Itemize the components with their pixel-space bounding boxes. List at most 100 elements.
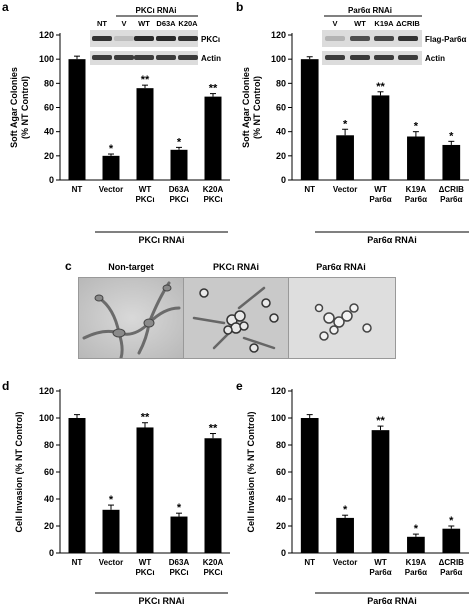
significance-a-2: ** — [141, 74, 150, 86]
significance-e-4: * — [449, 515, 454, 527]
blot-band-actin — [325, 55, 345, 60]
y-axis-label-e: Cell Invasion (% NT Control) — [246, 411, 256, 532]
y-axis-label-d: Cell Invasion (% NT Control) — [14, 411, 24, 532]
blot-band-actin — [178, 55, 198, 60]
blot-lane-label: WT — [138, 19, 150, 28]
category-label-b-0: NT — [304, 185, 315, 194]
blot-band-actin — [156, 55, 176, 60]
bar-b-1 — [336, 135, 354, 180]
y-tick-label-b: 20 — [276, 151, 286, 161]
category-label-b-4: ΔCRIB Par6α — [439, 185, 465, 204]
bar-e-0 — [300, 418, 319, 553]
category-label-d-0: NT — [72, 558, 83, 567]
blot-band-top — [350, 36, 370, 41]
significance-a-1: * — [109, 143, 114, 155]
micrograph-par6 — [288, 277, 396, 359]
category-label-a-0: NT — [72, 185, 83, 194]
bar-b-4 — [442, 144, 461, 180]
bar-e-4 — [442, 528, 461, 553]
y-tick-label-a: 120 — [39, 30, 54, 40]
category-label-a-3: D63A PKCι — [169, 185, 190, 204]
y-tick-label-a: 60 — [44, 103, 54, 113]
significance-d-2: ** — [141, 412, 150, 424]
significance-a-4: ** — [209, 83, 218, 95]
y-tick-label-d: 100 — [39, 413, 54, 423]
y-tick-label-a: 20 — [44, 151, 54, 161]
blot-lane-label: ΔCRIB — [396, 19, 420, 28]
category-label-b-2: WT Par6α — [369, 185, 391, 204]
blot-header: PKCι RNAi — [136, 6, 177, 15]
blot-gel-bottom — [322, 51, 422, 65]
category-label-e-1: Vector — [333, 558, 357, 567]
y-tick-label-d: 120 — [39, 386, 54, 396]
blot-band-actin — [350, 55, 370, 60]
bar-e-2 — [371, 430, 390, 553]
y-tick-label-a: 40 — [44, 127, 54, 137]
blot-band-actin — [398, 55, 418, 60]
group-label-d: PKCι RNAi — [138, 596, 184, 606]
blot-band-actin — [92, 55, 112, 60]
blot-lane-label: K19A — [374, 19, 394, 28]
y-tick-label-b: 120 — [271, 30, 286, 40]
bar-b-2 — [371, 95, 390, 180]
micrograph-pkci — [183, 277, 291, 359]
micrograph-label-nontarget: Non-target — [108, 262, 154, 272]
y-tick-label-b: 60 — [276, 103, 286, 113]
y-tick-label-e: 80 — [276, 440, 286, 450]
y-tick-label-d: 60 — [44, 467, 54, 477]
blot-row-label: Actin — [425, 54, 445, 63]
y-tick-label-e: 20 — [276, 521, 286, 531]
category-label-b-3: K19A Par6α — [405, 185, 427, 204]
bar-d-4 — [204, 438, 222, 553]
blot-row-label: PKCι — [201, 35, 220, 44]
panel-d-letter: d — [2, 379, 10, 393]
y-tick-label-d: 20 — [44, 521, 54, 531]
bar-a-4 — [204, 96, 222, 180]
blot-band-top — [92, 36, 112, 41]
y-axis-label-a: Soft Agar Colonies(% NT Control) — [9, 67, 30, 148]
blot-gel-top — [322, 30, 422, 47]
western-blot-b: Par6α RNAi V WT K19A ΔCRIB Flag-Par6α Actin — [322, 6, 466, 65]
bar-a-2 — [136, 88, 154, 180]
category-label-a-1: Vector — [99, 185, 123, 194]
blot-row-label: Actin — [201, 54, 221, 63]
significance-a-3: * — [177, 136, 182, 148]
y-tick-label-e: 40 — [276, 494, 286, 504]
category-label-d-3: D63A PKCι — [169, 558, 190, 577]
category-label-e-4: ΔCRIB Par6α — [439, 558, 465, 577]
bar-e-1 — [336, 517, 354, 553]
micrograph-nontarget — [78, 277, 186, 359]
chart-panel-e: 0 20 40 60 80 100 120 Cell Invasion (% NT Contr… — [246, 386, 469, 606]
blot-row-label: Flag-Par6α — [425, 35, 466, 44]
significance-d-3: * — [177, 502, 182, 514]
bar-d-1 — [102, 509, 120, 553]
y-tick-label-e: 120 — [271, 386, 286, 396]
significance-d-4: ** — [209, 423, 218, 435]
bar-b-0 — [300, 59, 319, 180]
category-label-e-0: NT — [304, 558, 315, 567]
panel-b-letter: b — [236, 0, 244, 14]
category-label-a-2: WT PKCι — [135, 185, 154, 204]
category-label-d-1: Vector — [99, 558, 123, 567]
bar-a-3 — [170, 149, 188, 180]
significance-b-2: ** — [376, 81, 385, 93]
blot-band-top — [178, 36, 198, 41]
chart-panel-d: 0 20 40 60 80 100 120 Cell Invasion (% NT Contr… — [14, 386, 230, 606]
blot-band-actin — [134, 55, 154, 60]
category-label-a-4: K20A PKCι — [203, 185, 224, 204]
group-label-a: PKCι RNAi — [138, 235, 184, 245]
blot-lane-label: WT — [354, 19, 366, 28]
category-label-b-1: Vector — [333, 185, 357, 194]
bar-d-0 — [68, 418, 86, 553]
blot-lane-label: K20A — [178, 19, 198, 28]
blot-band-top — [156, 36, 176, 41]
blot-band-top — [134, 36, 154, 41]
bar-d-2 — [136, 427, 154, 553]
y-tick-label-b: 0 — [281, 175, 286, 185]
significance-d-1: * — [109, 494, 114, 506]
bar-a-1 — [102, 155, 120, 180]
group-label-e: Par6α RNAi — [367, 596, 417, 606]
chart-panel-a: 0 20 40 60 80 100 120 Soft Agar Colonies(% NT C… — [9, 30, 230, 245]
blot-band-top — [374, 36, 394, 41]
